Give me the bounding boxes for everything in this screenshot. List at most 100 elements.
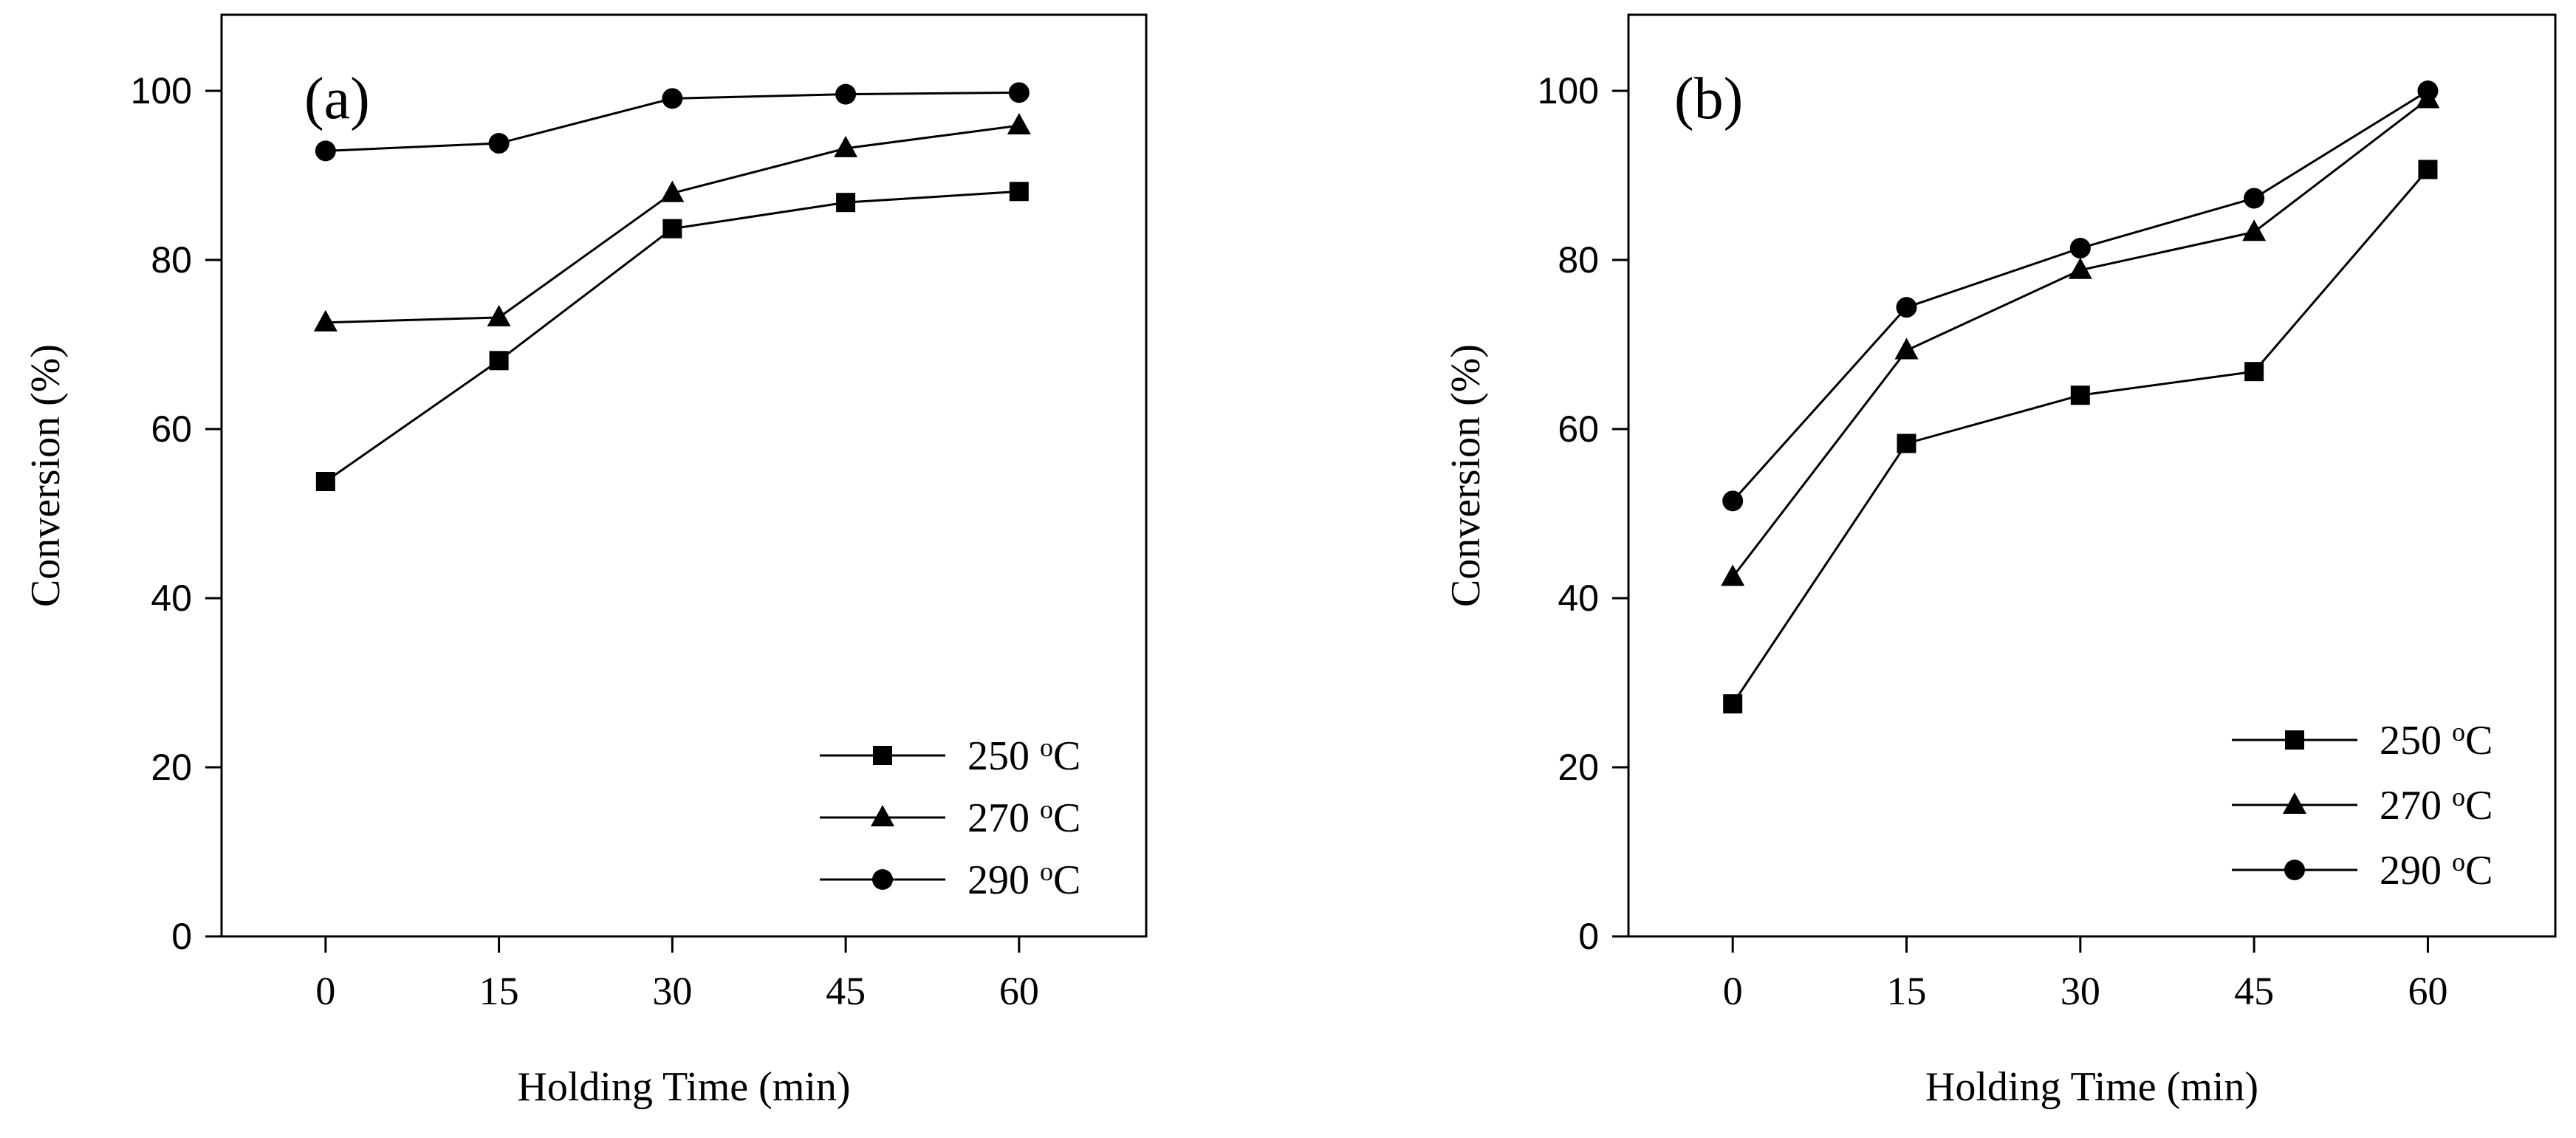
data-point-250-0 xyxy=(1723,694,1743,714)
legend-unit: C xyxy=(1053,857,1080,903)
data-point-250-30 xyxy=(2070,385,2090,405)
legend-entry-250: 250 oC xyxy=(2232,717,2493,764)
legend-entry-290: 290 oC xyxy=(820,857,1080,903)
data-point-250-30 xyxy=(662,219,682,239)
x-tick-label: 15 xyxy=(1887,969,1927,1013)
legend-degree-sup: o xyxy=(1040,733,1053,762)
legend-degree-sup: o xyxy=(1040,857,1053,886)
x-tick-label: 45 xyxy=(826,969,866,1013)
y-tick-label: 40 xyxy=(1558,577,1599,619)
legend-label: 250 oC xyxy=(2380,717,2493,764)
data-point-290-30 xyxy=(2069,238,2091,259)
y-tick-label: 100 xyxy=(1538,70,1599,112)
legend-entry-270: 270 oC xyxy=(2232,782,2493,829)
data-point-270-30 xyxy=(660,180,685,202)
legend-value: 270 xyxy=(2380,783,2452,829)
plot-frame xyxy=(220,13,1148,938)
data-point-270-15 xyxy=(487,304,511,326)
legend-value: 250 xyxy=(967,733,1040,779)
data-point-290-60 xyxy=(1008,82,1030,103)
data-point-270-30 xyxy=(2068,257,2092,279)
legend-entry-250: 250 oC xyxy=(820,733,1080,779)
legend-marker-circle xyxy=(872,869,893,890)
data-point-250-60 xyxy=(2418,160,2438,179)
legend-entry-270: 270 oC xyxy=(820,795,1080,841)
y-tick-label: 60 xyxy=(151,408,192,450)
x-tick-label: 0 xyxy=(1723,969,1743,1013)
data-point-290-0 xyxy=(1722,490,1744,512)
y-tick-label: 0 xyxy=(171,916,192,957)
data-point-290-30 xyxy=(662,88,683,109)
series-250 xyxy=(1723,160,2438,714)
data-point-250-15 xyxy=(1897,433,1916,453)
series-270 xyxy=(313,112,1031,332)
legend-marker-square xyxy=(873,746,892,765)
data-point-270-15 xyxy=(1894,337,1919,360)
data-point-290-45 xyxy=(2244,188,2265,209)
y-axis-title: Conversion (%) xyxy=(1443,344,1489,607)
x-axis-title: Holding Time (min) xyxy=(1925,1064,2258,1110)
legend-label: 290 oC xyxy=(2380,847,2493,894)
x-tick-label: 0 xyxy=(315,969,335,1013)
y-tick-label: 80 xyxy=(151,239,192,281)
legend-unit: C xyxy=(2465,783,2493,829)
y-tick-label: 40 xyxy=(151,577,192,619)
y-tick-label: 20 xyxy=(151,747,192,788)
y-tick-label: 100 xyxy=(131,70,192,112)
y-tick-label: 20 xyxy=(1558,747,1599,788)
data-point-250-15 xyxy=(489,351,509,371)
series-250 xyxy=(315,182,1029,492)
data-point-270-0 xyxy=(1721,564,1745,586)
legend-marker-circle xyxy=(2284,860,2305,880)
data-point-250-45 xyxy=(2244,362,2264,382)
data-point-290-0 xyxy=(315,140,336,162)
data-point-290-45 xyxy=(835,83,857,105)
series-line-270 xyxy=(1731,98,2429,578)
x-tick-label: 60 xyxy=(2408,969,2447,1013)
y-axis-title: Conversion (%) xyxy=(23,344,69,607)
x-tick-label: 15 xyxy=(479,969,519,1013)
data-point-270-0 xyxy=(313,309,338,332)
y-tick-label: 80 xyxy=(1558,239,1599,281)
legend-unit: C xyxy=(1053,795,1080,841)
x-tick-label: 30 xyxy=(652,969,692,1013)
data-point-290-15 xyxy=(488,133,510,154)
legend-label: 270 oC xyxy=(967,795,1080,841)
data-point-270-45 xyxy=(834,135,858,157)
legend-label: 290 oC xyxy=(967,857,1080,903)
legend-degree-sup: o xyxy=(2452,847,2465,877)
chart-panel-a: 0 20 40 60 80 100 0 15 30 45 60 Holding Time (min) C… xyxy=(23,13,1148,1110)
y-tick-label: 0 xyxy=(1578,916,1599,957)
series-270 xyxy=(1721,86,2440,586)
legend-degree-sup: o xyxy=(2452,717,2465,747)
x-tick-label: 30 xyxy=(2061,969,2100,1013)
data-point-250-45 xyxy=(836,193,856,213)
data-point-270-45 xyxy=(2242,219,2267,241)
data-point-290-60 xyxy=(2417,80,2439,102)
x-axis-title: Holding Time (min) xyxy=(517,1064,850,1110)
legend-degree-sup: o xyxy=(2452,782,2465,812)
legend-unit: C xyxy=(2465,718,2493,764)
series-290 xyxy=(315,82,1030,162)
data-point-290-15 xyxy=(1896,297,1917,318)
x-tick-label: 45 xyxy=(2234,969,2274,1013)
legend-marker-triangle xyxy=(871,805,894,826)
x-tick-label: 60 xyxy=(999,969,1039,1013)
legend-label: 250 oC xyxy=(967,733,1080,779)
data-point-250-60 xyxy=(1009,182,1029,202)
legend-marker-triangle xyxy=(2283,792,2306,814)
legend-value: 270 xyxy=(967,795,1040,841)
series-290 xyxy=(1722,80,2439,512)
chart-panel-b: 0 20 40 60 80 100 0 15 30 45 60 Holding Time (min) C… xyxy=(1443,13,2557,1110)
panel-label: (a) xyxy=(304,66,370,131)
panel-label: (b) xyxy=(1674,66,1743,131)
plot-frame xyxy=(1627,13,2557,938)
legend-entry-290: 290 oC xyxy=(2232,847,2493,894)
legend-unit: C xyxy=(1053,733,1080,779)
legend-unit: C xyxy=(2465,848,2493,894)
data-point-270-60 xyxy=(1007,112,1031,134)
legend-value: 290 xyxy=(967,857,1040,903)
legend-degree-sup: o xyxy=(1040,795,1053,824)
legend-value: 290 xyxy=(2380,848,2452,894)
